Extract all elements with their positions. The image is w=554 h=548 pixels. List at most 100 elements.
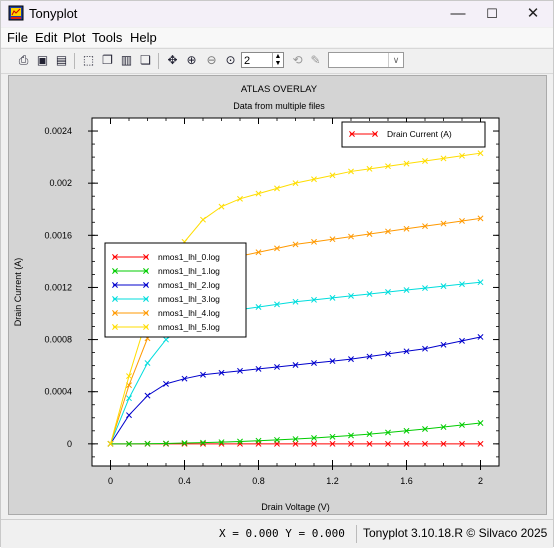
window-title: Tonyplot <box>29 6 78 21</box>
select-icon[interactable]: ⬚ <box>82 53 95 67</box>
x-tick-label: 1.6 <box>400 476 413 486</box>
legend-series-marker <box>112 324 118 330</box>
series-point <box>237 440 243 447</box>
series-point <box>366 231 373 237</box>
series-point <box>311 176 317 183</box>
series-point <box>311 360 317 366</box>
series-point <box>292 436 299 442</box>
toolbar: ⎙ ▣ ▤ ⬚ ❐ ▥ ❏ ✥ ⊕ ⊖ ⊙ 2 ▲ ▼ ⟲ ✎ ∨ <box>1 48 553 74</box>
legend-series-marker <box>143 282 149 288</box>
series-point <box>440 424 447 430</box>
series-point <box>477 420 484 426</box>
legend-series-label: nmos1_lhl_3.log <box>158 294 220 304</box>
series-point <box>348 356 354 363</box>
series-point <box>144 392 151 399</box>
paste-icon[interactable]: ▥ <box>120 53 133 67</box>
series-point <box>422 223 428 230</box>
x-tick-label: 0.4 <box>178 476 191 486</box>
series-point <box>440 220 447 227</box>
toolbar-separator <box>74 53 75 69</box>
save-icon[interactable]: ▣ <box>36 53 49 67</box>
spinner-arrows-icon[interactable]: ▲ ▼ <box>272 53 283 67</box>
pan-icon[interactable]: ✥ <box>167 53 178 67</box>
menu-file[interactable]: File <box>7 30 28 45</box>
series-point <box>200 216 206 223</box>
title-bar: Tonyplot — ☐ ✕ <box>1 1 553 27</box>
redraw-icon[interactable]: ⟲ <box>292 53 303 67</box>
menu-plot[interactable]: Plot <box>63 30 86 45</box>
chart-subtitle: Data from multiple files <box>233 101 325 111</box>
series-point <box>403 440 410 447</box>
series-point <box>218 369 225 376</box>
y-axis-label: Drain Current (A) <box>13 258 23 327</box>
legend-series-label: nmos1_lhl_4.log <box>158 308 220 318</box>
edit-icon[interactable]: ✎ <box>310 53 321 67</box>
menu-tools[interactable]: Tools <box>92 30 123 45</box>
series-point <box>311 296 317 303</box>
series-point <box>163 380 169 387</box>
legend-series-marker <box>143 254 149 260</box>
series-point <box>422 426 428 432</box>
plot-frame[interactable]: ATLAS OVERLAY Data from multiple files Dra… <box>8 75 547 515</box>
plot-select-combo[interactable]: ∨ <box>328 52 404 68</box>
version-text: Tonyplot 3.10.18.R © Silvaco 2025 <box>363 526 548 540</box>
series-point <box>403 225 410 232</box>
legend-top-marker <box>349 131 355 137</box>
open-icon[interactable]: ▤ <box>55 53 68 67</box>
x-tick-label: 0.8 <box>252 476 265 486</box>
series-point <box>107 440 114 447</box>
series-point <box>274 436 280 443</box>
series-point <box>329 294 336 301</box>
series-point <box>200 440 206 447</box>
legend-series-marker <box>112 310 118 316</box>
zoom-out-icon[interactable]: ⊖ <box>206 53 217 67</box>
print-icon[interactable]: ⎙ <box>18 53 29 67</box>
series-point <box>385 429 391 436</box>
y-tick-label: 0.0024 <box>44 126 72 136</box>
series-point <box>255 249 262 256</box>
series-point <box>329 440 336 447</box>
spinner-value: 2 <box>244 55 251 67</box>
chevron-down-icon[interactable]: ∨ <box>388 53 403 67</box>
legend-series-marker <box>143 324 149 330</box>
y-tick-label: 0 <box>67 439 72 449</box>
series-point <box>477 150 484 157</box>
legend-series-label: nmos1_lhl_2.log <box>158 280 220 290</box>
series-point <box>274 185 280 192</box>
x-tick-label: 2 <box>478 476 483 486</box>
legend-series-label: nmos1_lhl_1.log <box>158 266 220 276</box>
zoom-level-spinner[interactable]: 2 ▲ ▼ <box>241 52 284 68</box>
layers-icon[interactable]: ❏ <box>140 53 151 67</box>
maximize-button[interactable]: ☐ <box>486 6 498 21</box>
legend-series-marker <box>112 254 118 260</box>
series-point <box>385 440 391 447</box>
close-button[interactable]: ✕ <box>526 5 540 22</box>
series-point <box>422 345 428 352</box>
series-point <box>366 291 373 297</box>
cursor-coordinates: X = 0.000 Y = 0.000 <box>219 527 345 540</box>
copy-icon[interactable]: ❐ <box>102 53 113 67</box>
menu-help[interactable]: Help <box>130 30 157 45</box>
series-point <box>459 218 465 224</box>
zoom-fit-icon[interactable]: ⊙ <box>225 53 236 67</box>
series-point <box>403 160 410 167</box>
zoom-in-icon[interactable]: ⊕ <box>186 53 197 67</box>
series-point <box>366 165 373 172</box>
series-point <box>255 365 262 372</box>
legend-series-label: nmos1_lhl_0.log <box>158 252 220 262</box>
series-point <box>329 358 336 365</box>
series-point <box>255 190 262 197</box>
series-point <box>126 440 132 447</box>
legend-series-marker <box>143 296 149 302</box>
status-bar: X = 0.000 Y = 0.000 Tonyplot 3.10.18.R ©… <box>1 519 553 548</box>
minimize-button[interactable]: — <box>450 5 466 22</box>
series-point <box>422 158 428 164</box>
drain-current-chart[interactable]: ATLAS OVERLAY Data from multiple files Dra… <box>9 76 546 514</box>
series-point <box>292 362 299 368</box>
menu-edit[interactable]: Edit <box>35 30 58 45</box>
legend-series-marker <box>143 310 149 316</box>
series-point <box>329 433 336 440</box>
series-point <box>459 421 465 428</box>
series-point <box>163 440 169 447</box>
